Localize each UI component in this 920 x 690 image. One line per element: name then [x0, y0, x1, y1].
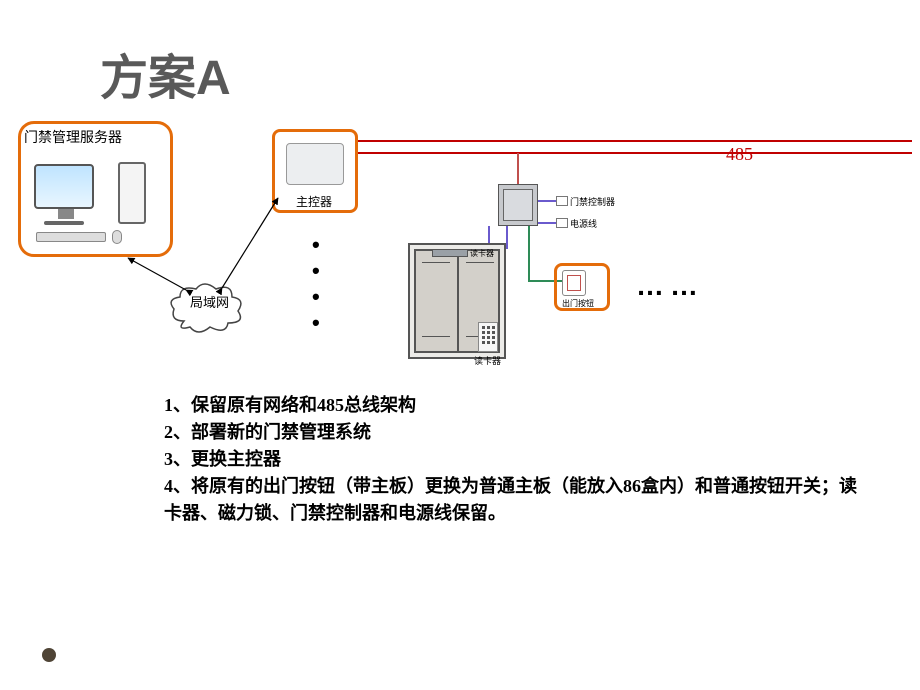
side-item-2-icon	[556, 218, 568, 228]
wire-bus-drop	[517, 153, 519, 185]
desc-item-3: 3、更换主控器	[164, 446, 864, 473]
desc-item-2: 2、部署新的门禁管理系统	[164, 419, 864, 446]
wire-to-lock-v	[506, 226, 508, 248]
lan-label-text: 局域网	[190, 295, 229, 310]
desc-item-1: 1、保留原有网络和485总线架构	[164, 392, 864, 419]
side-item-2-label: 电源线	[570, 217, 597, 230]
lan-label: 局域网	[190, 296, 229, 311]
keyboard-icon	[36, 232, 106, 242]
exit-button-label: 出门按钮	[562, 298, 594, 309]
bus-485-lines	[0, 0, 920, 200]
wire-side-2	[538, 222, 556, 224]
description-list: 1、保留原有网络和485总线架构 2、部署新的门禁管理系统 3、更换主控器 4、…	[164, 392, 864, 527]
door-panel-2	[422, 336, 450, 337]
wire-to-exit-h2	[528, 280, 540, 282]
door-panel-1	[422, 262, 450, 263]
side-item-1-icon	[556, 196, 568, 206]
bus-485-label: 485	[726, 144, 753, 165]
wire-side-1	[538, 200, 556, 202]
vertical-ellipsis: ••••	[312, 232, 320, 336]
door-panel-3	[466, 262, 494, 263]
exit-button-icon	[562, 270, 586, 296]
horizontal-ellipsis: ……	[636, 270, 704, 302]
side-item-1-label: 门禁控制器	[570, 195, 615, 208]
card-reader-icon	[478, 322, 498, 352]
card-reader-label: 读卡器	[474, 354, 501, 367]
distribution-box-icon	[498, 184, 538, 226]
slide-bullet-icon	[42, 648, 56, 662]
wire-to-exit-v	[528, 226, 530, 282]
mag-lock-label: 读卡器	[470, 248, 494, 259]
monitor-base-icon	[44, 221, 84, 225]
door-split	[457, 249, 459, 353]
desc-item-4: 4、将原有的出门按钮（带主板）更换为普通主板（能放入86盒内）和普通按钮开关；读…	[164, 473, 864, 527]
mouse-icon	[112, 230, 122, 244]
mag-lock-icon	[432, 249, 468, 257]
